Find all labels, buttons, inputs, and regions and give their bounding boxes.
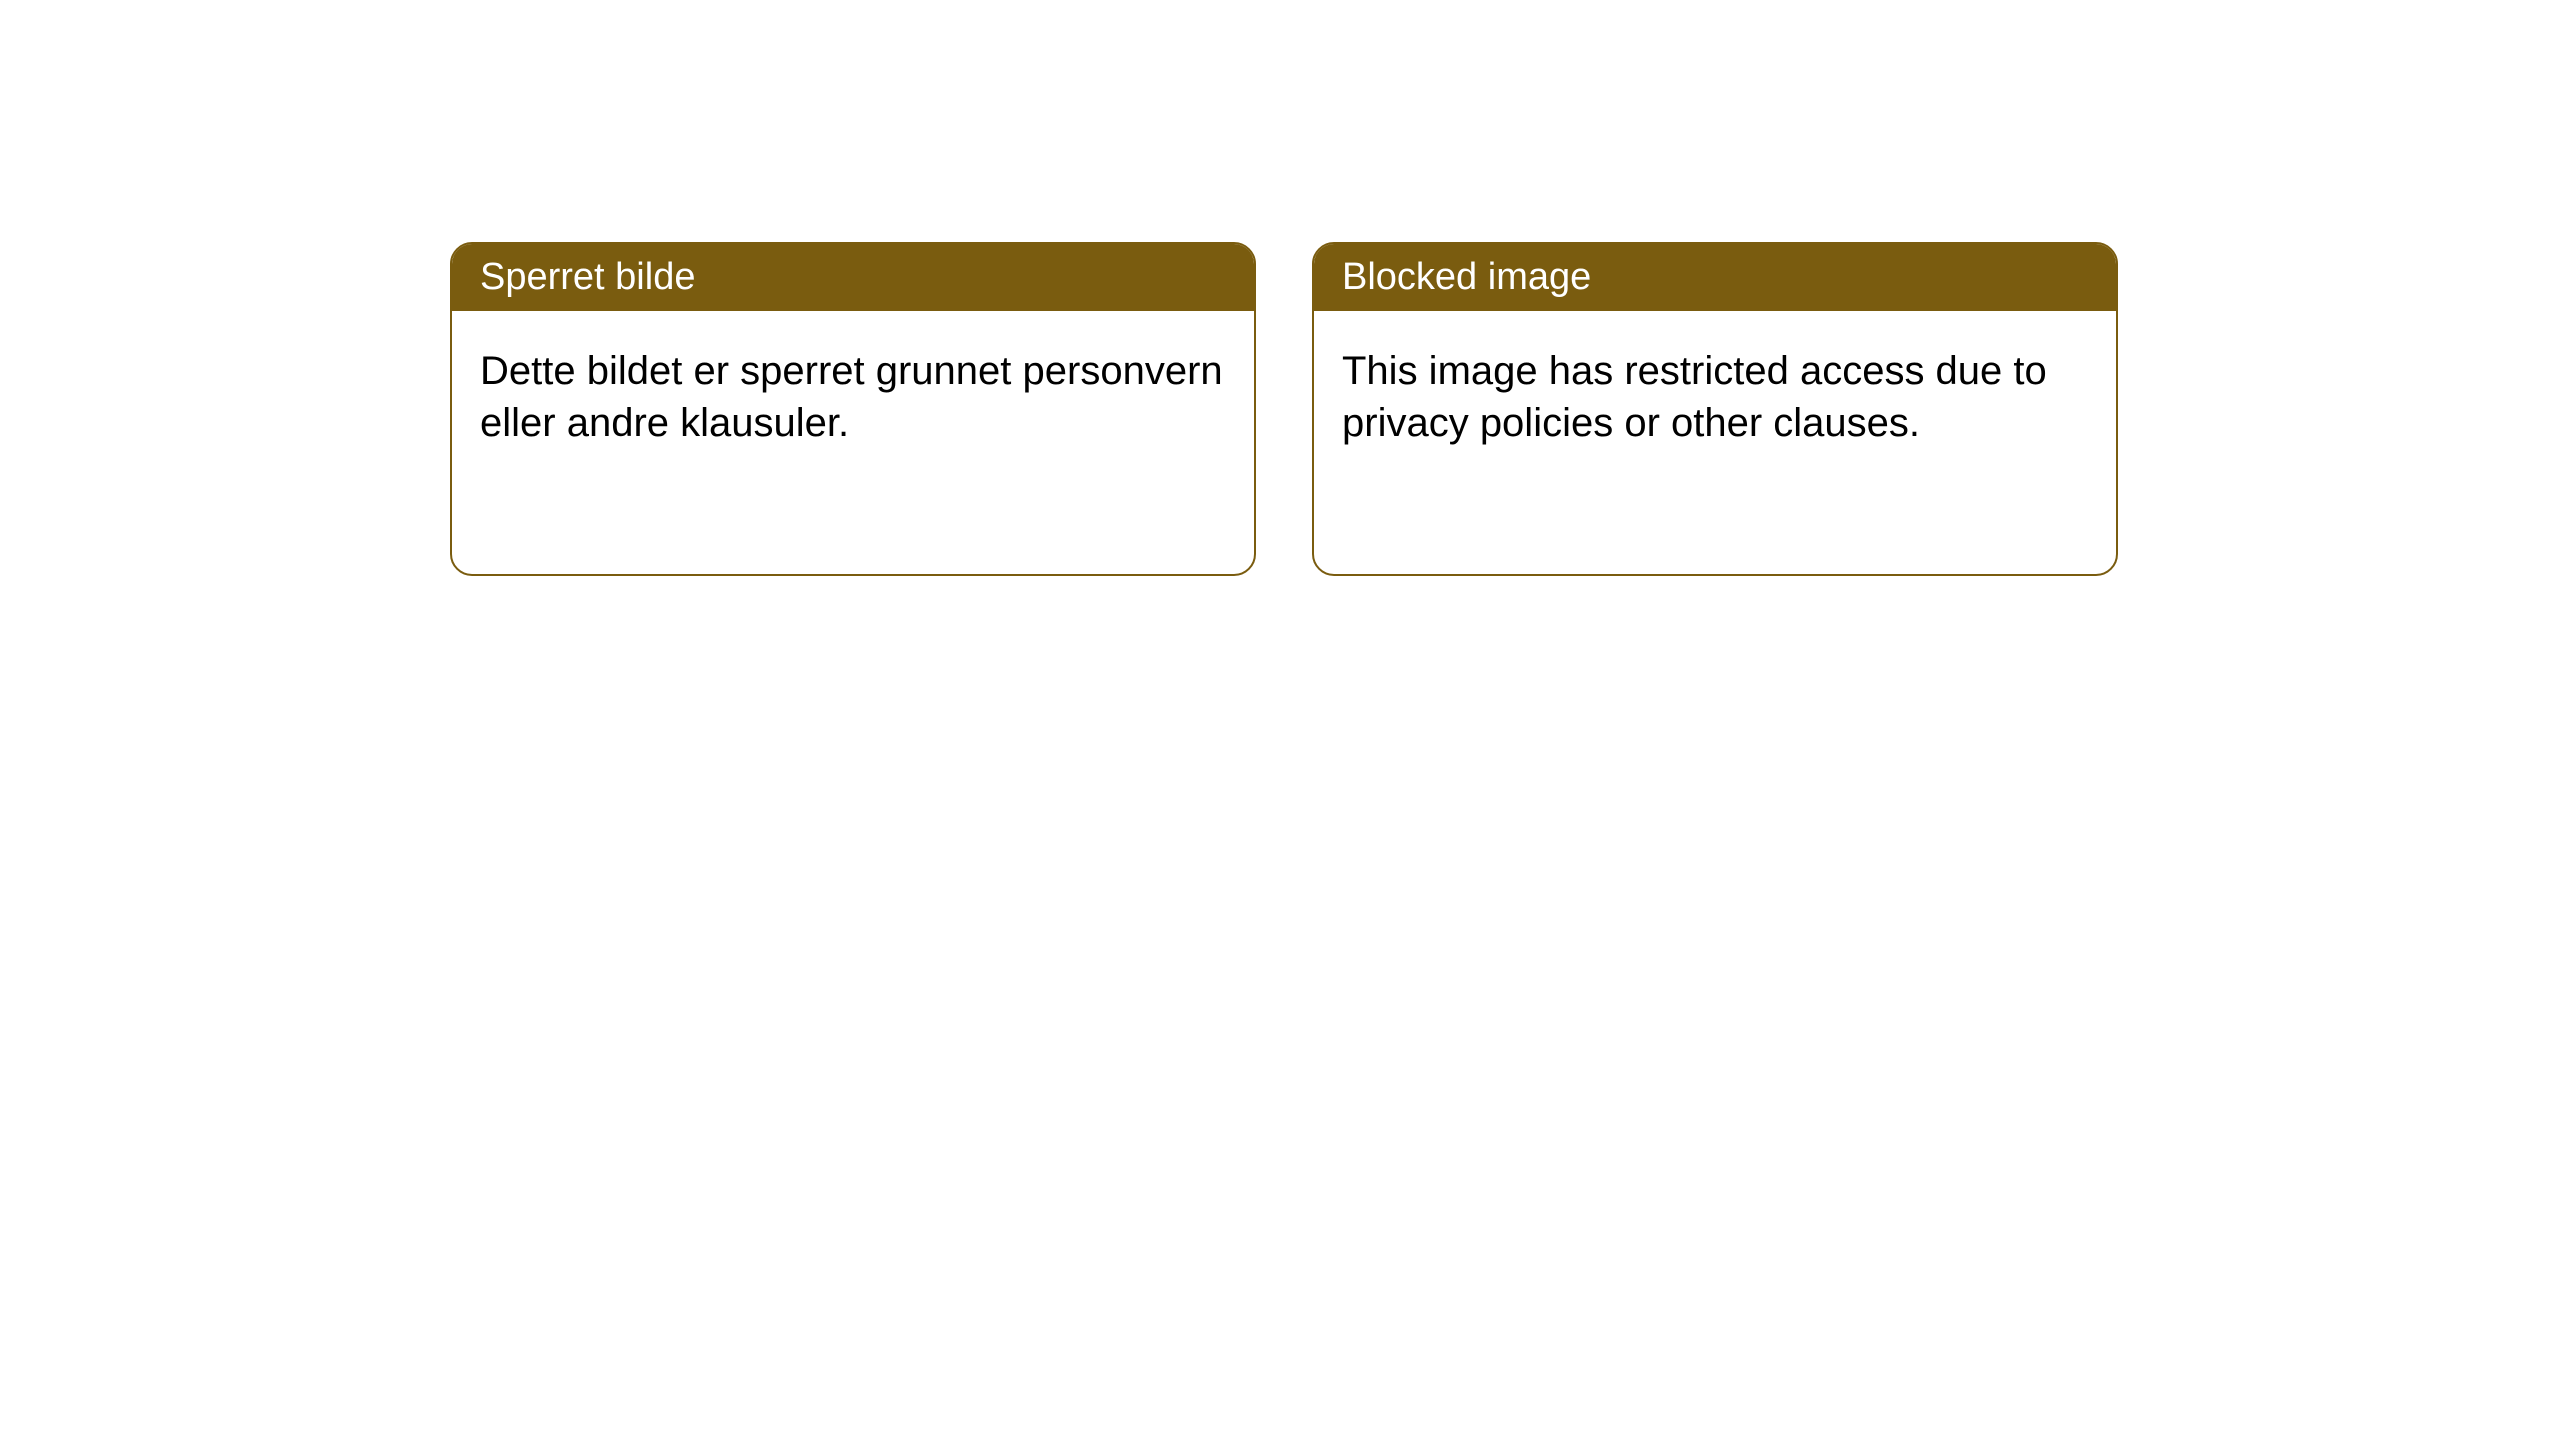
info-card-norwegian: Sperret bilde Dette bildet er sperret gr… [450,242,1256,576]
card-title-norwegian: Sperret bilde [452,244,1254,311]
card-body-norwegian: Dette bildet er sperret grunnet personve… [452,311,1254,574]
card-title-english: Blocked image [1314,244,2116,311]
info-card-english: Blocked image This image has restricted … [1312,242,2118,576]
card-body-english: This image has restricted access due to … [1314,311,2116,574]
info-cards-row: Sperret bilde Dette bildet er sperret gr… [450,242,2118,576]
